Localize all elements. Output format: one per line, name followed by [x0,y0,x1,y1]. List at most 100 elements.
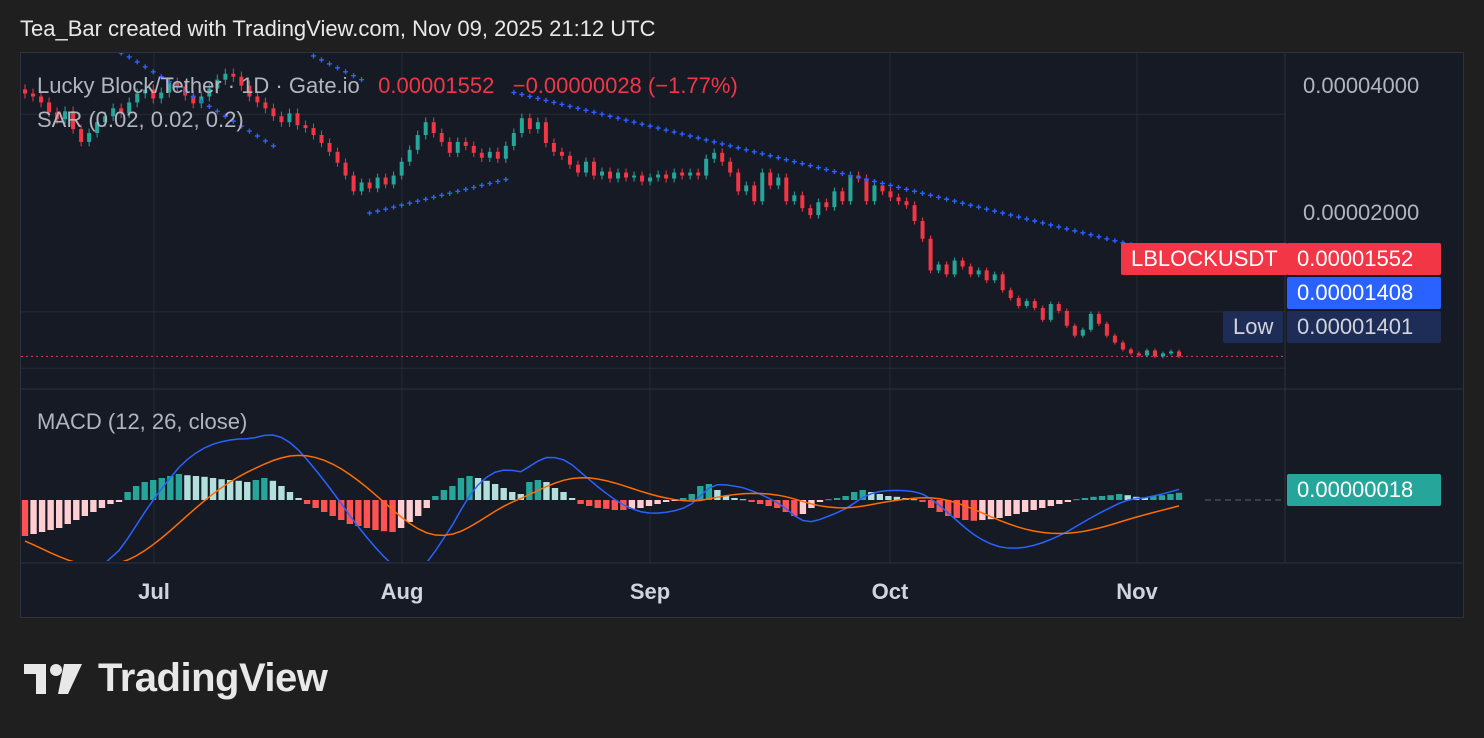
macd-histogram-bar [799,500,807,514]
macd-histogram-bar [1056,500,1063,504]
candle [624,172,629,178]
tradingview-logo-icon [24,663,82,694]
candle [1024,301,1029,306]
psar-marker [238,123,244,129]
sar-legend: SAR (0.02, 0.02, 0.2) [37,107,244,132]
candle [640,175,645,182]
psar-marker [1048,222,1054,228]
macd-histogram-bar [816,500,824,502]
candle [479,152,484,158]
macd-histogram-bar [466,476,473,500]
macd-histogram-bar [423,500,430,508]
psar-marker [815,165,821,171]
psar-marker [655,125,661,131]
chart-frame[interactable]: Lucky Block/Tether · 1D · Gate.io 0.0000… [20,52,1464,618]
macd-histogram-bar [295,498,302,500]
candle [656,174,661,178]
macd-histogram-bar [389,500,396,532]
last-price-tag: 0.00001552 [1287,243,1441,275]
macd-histogram-bar [1167,494,1174,500]
psar-marker [503,176,509,182]
macd-histogram-bar [252,480,259,500]
macd-histogram-bar [876,494,883,500]
candle [680,172,685,176]
tradingview-brand[interactable]: TradingView [24,656,328,701]
psar-marker [799,161,805,167]
price-change-legend: −0.00000028 (−1.77%) [512,73,738,98]
candle [616,172,621,179]
price-axis-label: 0.00004000 [1303,73,1420,98]
psar-marker [182,89,188,95]
macd-histogram-bar [893,496,901,500]
psar-marker [359,77,365,83]
psar-marker [807,163,813,169]
candle [535,122,540,130]
macd-histogram-bar [688,494,695,500]
psar-marker [246,128,252,134]
psar-marker [920,190,926,196]
psar-marker [399,202,405,208]
psar-marker [631,119,637,125]
macd-histogram-bar [927,500,935,508]
candle [792,195,797,202]
psar-marker [879,180,885,186]
candle [864,178,869,202]
macd-histogram-bar [560,492,567,500]
candle [1064,310,1069,326]
candle [872,185,877,202]
psar-marker [1024,216,1030,222]
candle [223,73,228,80]
macd-histogram-bar [90,500,97,512]
macd-histogram-bar [500,488,507,500]
candle [23,89,27,94]
psar-marker [679,131,685,137]
candle [39,96,44,103]
candle [471,145,476,153]
macd-histogram-bar [662,500,670,502]
macd-histogram-bar [457,478,465,500]
macd-histogram-bar [338,500,345,520]
candle [1080,329,1085,336]
psar-marker [719,141,725,147]
macd-histogram-bar [30,500,37,534]
candle [127,102,132,114]
candle [487,151,492,158]
psar-marker [1104,236,1110,242]
macd-histogram-bar [192,476,200,500]
candle [191,95,196,104]
macd-histogram-bar [654,500,661,504]
candle [1160,353,1165,357]
macd-histogram-bar [1107,495,1114,500]
candle [327,142,332,152]
psar-marker [230,118,236,124]
macd-histogram-bar [517,494,524,500]
psar-marker [663,127,669,133]
macd-histogram-bar [910,499,918,501]
candle [920,221,925,239]
candle [1144,350,1149,356]
candle [559,151,564,156]
candle [1032,301,1037,308]
candle [431,122,436,134]
candle [231,73,236,77]
macd-histogram-bar [962,500,969,520]
psar-marker [1072,228,1078,234]
macd-histogram-bar [1098,496,1106,500]
candle [968,266,973,275]
psar-marker [431,194,437,200]
psar-marker [615,115,621,121]
macd-histogram-bar [970,500,978,521]
macd-histogram-bar [115,500,123,502]
candle [167,82,172,93]
candle [111,108,116,117]
last-price-legend: 0.00001552 [378,73,495,98]
macd-histogram-bar [645,500,653,506]
psar-marker [896,184,902,190]
psar-marker [262,138,268,144]
candle [1128,349,1133,354]
macd-histogram-bar [1124,495,1131,500]
candle [1008,290,1013,299]
macd-histogram-bar [1150,496,1157,500]
macd-histogram-bar [859,490,866,500]
low-label-tag: Low [1223,311,1284,343]
